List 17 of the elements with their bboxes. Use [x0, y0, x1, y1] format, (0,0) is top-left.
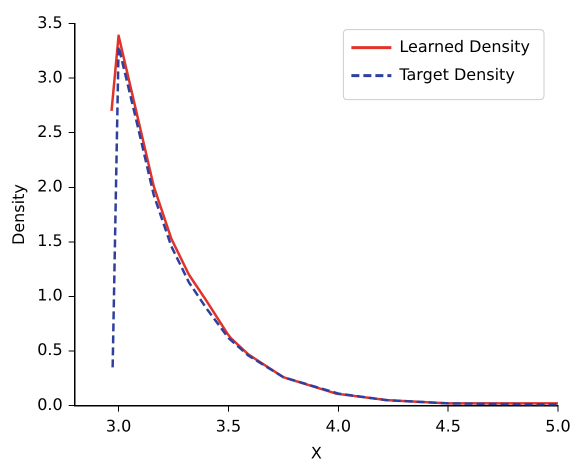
- y-tick-label: 1.0: [37, 286, 63, 305]
- y-tick-label: 2.5: [37, 122, 63, 141]
- y-axis-title: Density: [8, 184, 28, 246]
- y-tick-label: 2.0: [37, 176, 63, 196]
- y-tick-label: 0.0: [37, 394, 63, 414]
- x-tick-label: 4.0: [326, 416, 352, 436]
- x-tick-label: 3.5: [216, 416, 242, 436]
- y-tick-label: 1.5: [37, 231, 63, 250]
- x-tick-label: 5.0: [545, 416, 571, 436]
- y-tick-label: 0.5: [37, 340, 63, 360]
- x-tick-label: 4.5: [435, 416, 461, 436]
- y-tick-label: 3.5: [37, 12, 63, 32]
- legend-label: Learned Density: [399, 36, 530, 56]
- legend-label: Target Density: [398, 64, 515, 84]
- x-axis-title: X: [310, 444, 322, 463]
- x-tick-label: 3.0: [106, 416, 132, 436]
- y-tick-label: 3.0: [37, 67, 63, 86]
